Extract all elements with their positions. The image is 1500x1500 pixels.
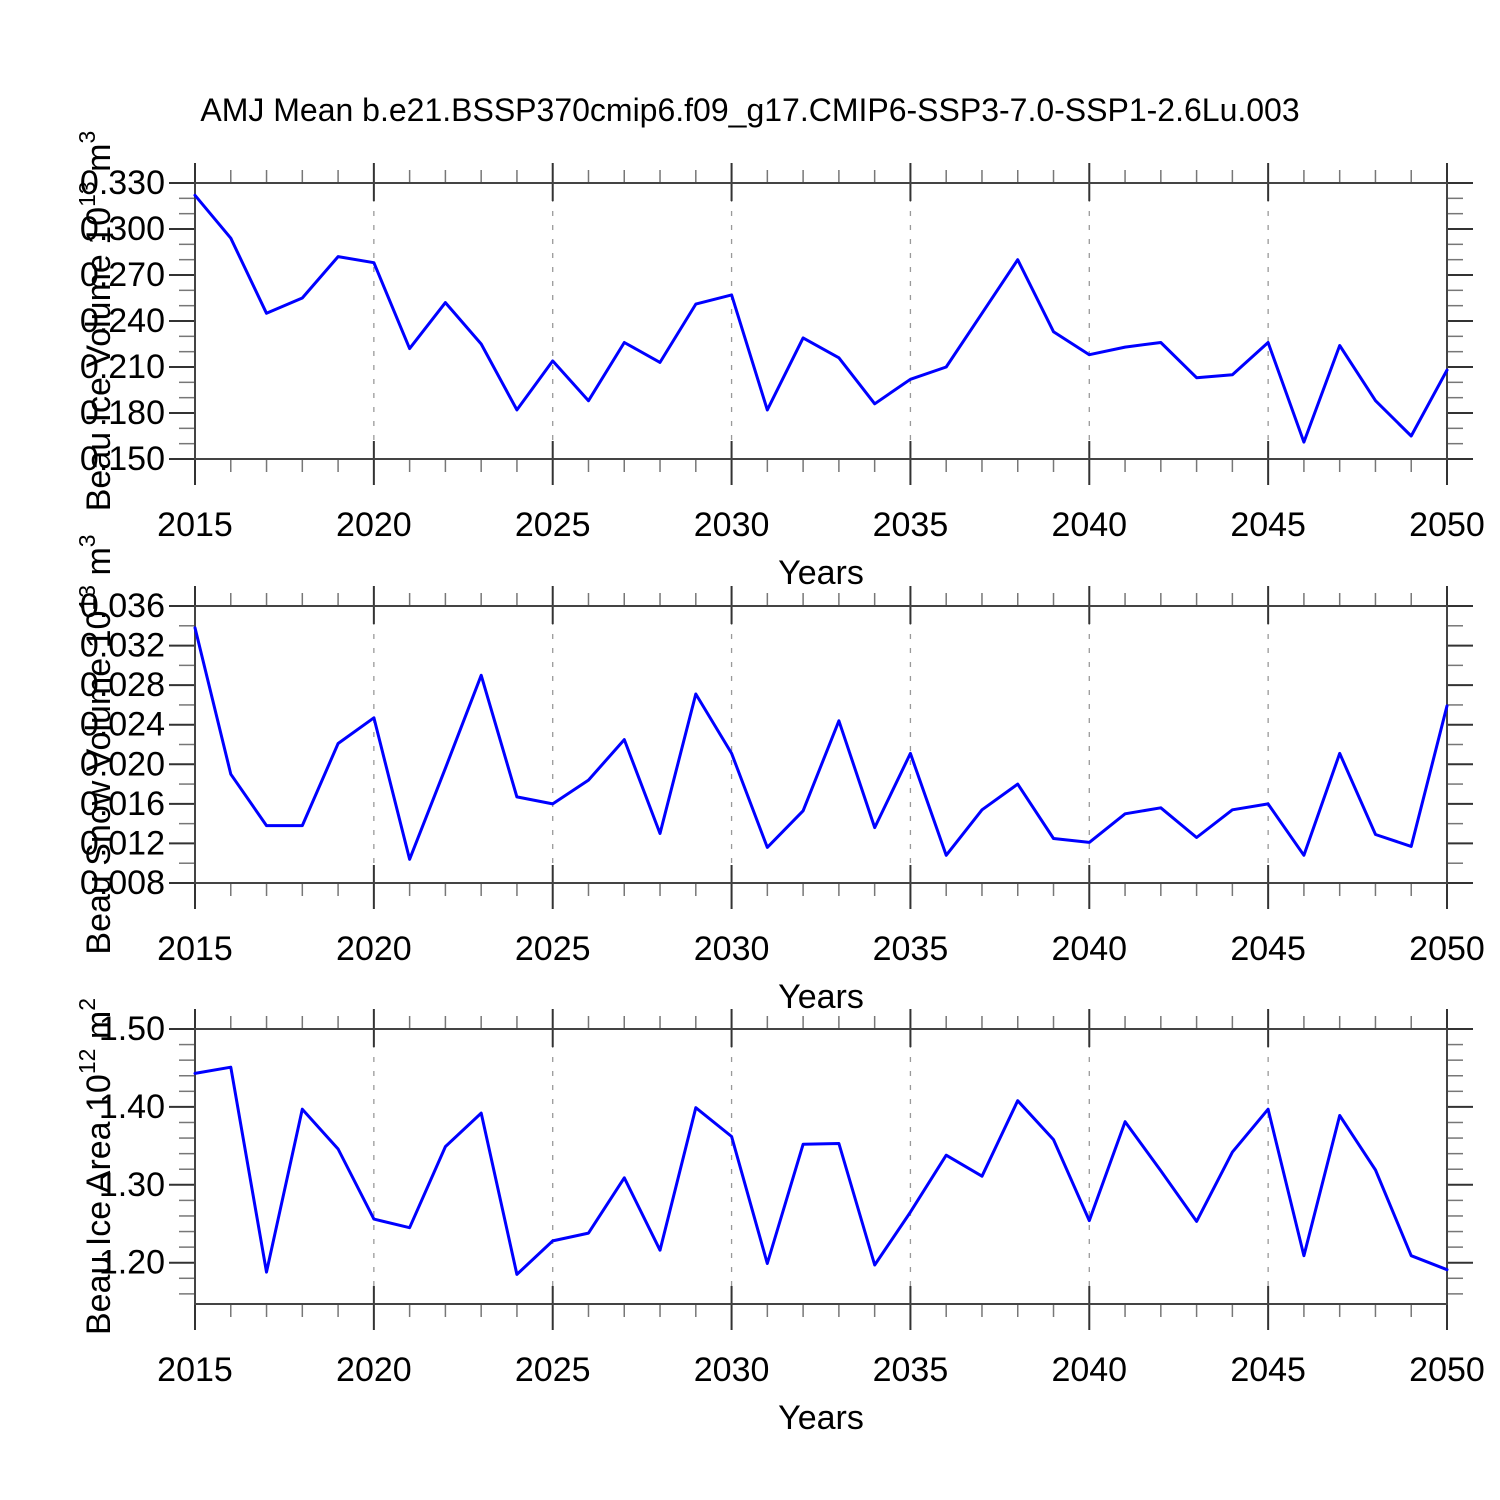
y-axis-label: Beau Snow Volume 1013 m3 (74, 534, 118, 954)
x-tick-label: 2035 (873, 1351, 949, 1389)
y-tick-label: 0.016 (80, 785, 165, 823)
x-axis-label: Years (778, 554, 864, 592)
x-tick-label: 2030 (694, 930, 770, 968)
series-line (193, 1065, 1449, 1276)
x-tick-label: 2050 (1409, 930, 1485, 968)
x-tick-label: 2015 (157, 1351, 233, 1389)
x-tick-label: 2045 (1230, 506, 1306, 544)
y-tick-label: 0.020 (80, 745, 165, 783)
y-tick-label: 0.032 (80, 627, 165, 665)
x-axis-label: Years (778, 978, 864, 1016)
y-tick-label: 1.20 (99, 1244, 165, 1282)
x-tick-label: 2030 (694, 1351, 770, 1389)
x-tick-label: 2045 (1230, 1351, 1306, 1389)
x-axis-label: Years (778, 1399, 864, 1437)
x-tick-label: 2025 (515, 506, 591, 544)
chart-panel: 1.50 1.40 1.30 1.20 2015 2020 2025 2030 2035 2040… (74, 998, 1485, 1437)
y-axis-label: Beau Ice Area 1012 m2 (74, 998, 118, 1335)
x-tick-label: 2035 (873, 930, 949, 968)
x-tick-label: 2025 (515, 930, 591, 968)
x-tick-label: 2050 (1409, 1351, 1485, 1389)
x-tick-label: 2015 (157, 930, 233, 968)
plot-border (194, 605, 1448, 884)
x-tick-label: 2020 (336, 506, 412, 544)
y-tick-label: 0.210 (80, 348, 165, 386)
y-tick-label: 1.50 (99, 1010, 165, 1048)
x-tick-label: 2025 (515, 1351, 591, 1389)
y-axis-label: Beau Ice Volume 1013 m3 (74, 131, 118, 512)
chart-panels: 0.330 0.300 0.270 0.240 0.210 0.180 0.150 2015 2… (74, 131, 1485, 1437)
series-line (193, 193, 1449, 444)
y-tick-label: 0.240 (80, 302, 165, 340)
series-line (193, 626, 1449, 861)
y-tick-label: 0.036 (80, 587, 165, 625)
x-tick-label: 2040 (1051, 1351, 1127, 1389)
x-tick-label: 2020 (336, 930, 412, 968)
y-tick-label: 0.330 (80, 164, 165, 202)
plot-border (194, 1028, 1448, 1305)
y-tick-label: 0.024 (80, 706, 165, 744)
plot-title: AMJ Mean b.e21.BSSP370cmip6.f09_g17.CMIP… (200, 92, 1299, 128)
y-tick-label: 0.012 (80, 824, 165, 862)
y-tick-label: 0.008 (80, 864, 165, 902)
y-tick-label: 0.180 (80, 394, 165, 432)
y-tick-label: 1.30 (99, 1166, 165, 1204)
y-tick-label: 0.028 (80, 666, 165, 704)
x-tick-label: 2020 (336, 1351, 412, 1389)
x-tick-label: 2045 (1230, 930, 1306, 968)
y-tick-label: 0.270 (80, 256, 165, 294)
chart-panel: 0.0360.0320.0280.0240.0200.0160.0120.008… (74, 534, 1485, 1016)
x-tick-label: 2035 (873, 506, 949, 544)
x-tick-label: 2040 (1051, 930, 1127, 968)
x-tick-label: 2040 (1051, 506, 1127, 544)
x-tick-label: 2030 (694, 506, 770, 544)
x-tick-label: 2050 (1409, 506, 1485, 544)
plot-border (194, 182, 1448, 460)
chart-panel: 0.330 0.300 0.270 0.240 0.210 0.180 0.150 2015 2… (74, 131, 1485, 592)
x-tick-label: 2015 (157, 506, 233, 544)
y-tick-label: 0.150 (80, 440, 165, 478)
y-tick-label: 0.300 (80, 210, 165, 248)
y-tick-label: 1.40 (99, 1088, 165, 1126)
